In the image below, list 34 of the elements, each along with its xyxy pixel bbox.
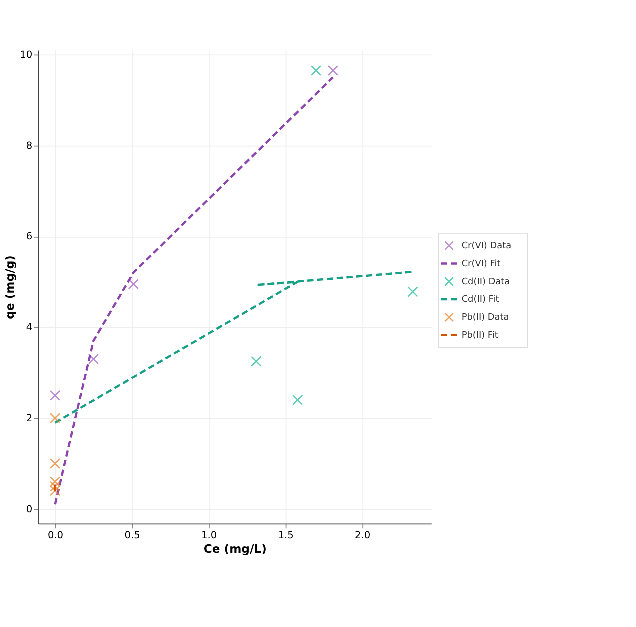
y-tick-label: 6 <box>26 232 33 243</box>
point <box>310 65 322 76</box>
y-tick-label: 4 <box>26 322 33 334</box>
point <box>328 65 339 76</box>
x-axis-title: Ce (mg/L) <box>204 542 267 556</box>
point <box>50 481 61 492</box>
legend-label: Pb(II) Data <box>462 313 510 324</box>
point <box>128 278 139 290</box>
legend-label: Cr(VI) Fit <box>462 259 502 270</box>
point <box>251 356 262 367</box>
y-tick-label: 8 <box>26 140 33 152</box>
point <box>88 354 100 365</box>
point <box>50 476 61 488</box>
x-tick-label: 1.5 <box>278 530 294 542</box>
x-tick-label: 1.0 <box>201 530 218 542</box>
point <box>50 412 61 424</box>
x-tick-label: 0.5 <box>124 530 140 542</box>
y-tick-label: 10 <box>20 50 33 61</box>
legend-label: Cd(II) Fit <box>462 295 500 306</box>
x-tick-label: 0.0 <box>48 530 64 542</box>
point <box>292 394 304 406</box>
legend-label: Cd(II) Data <box>462 277 510 288</box>
point <box>50 486 61 496</box>
point <box>50 390 61 401</box>
y-tick-label: 0 <box>26 504 33 516</box>
legend-label: Pb(II) Fit <box>462 330 499 341</box>
line-series <box>54 270 414 424</box>
point <box>50 458 61 470</box>
line-series <box>54 76 334 506</box>
legend-label: Cr(VI) Data <box>462 242 512 252</box>
x-tick-label: 2.0 <box>355 530 371 542</box>
y-tick-label: 2 <box>26 413 33 424</box>
point <box>408 286 418 298</box>
y-axis-title: qe (mg/g) <box>2 256 17 320</box>
